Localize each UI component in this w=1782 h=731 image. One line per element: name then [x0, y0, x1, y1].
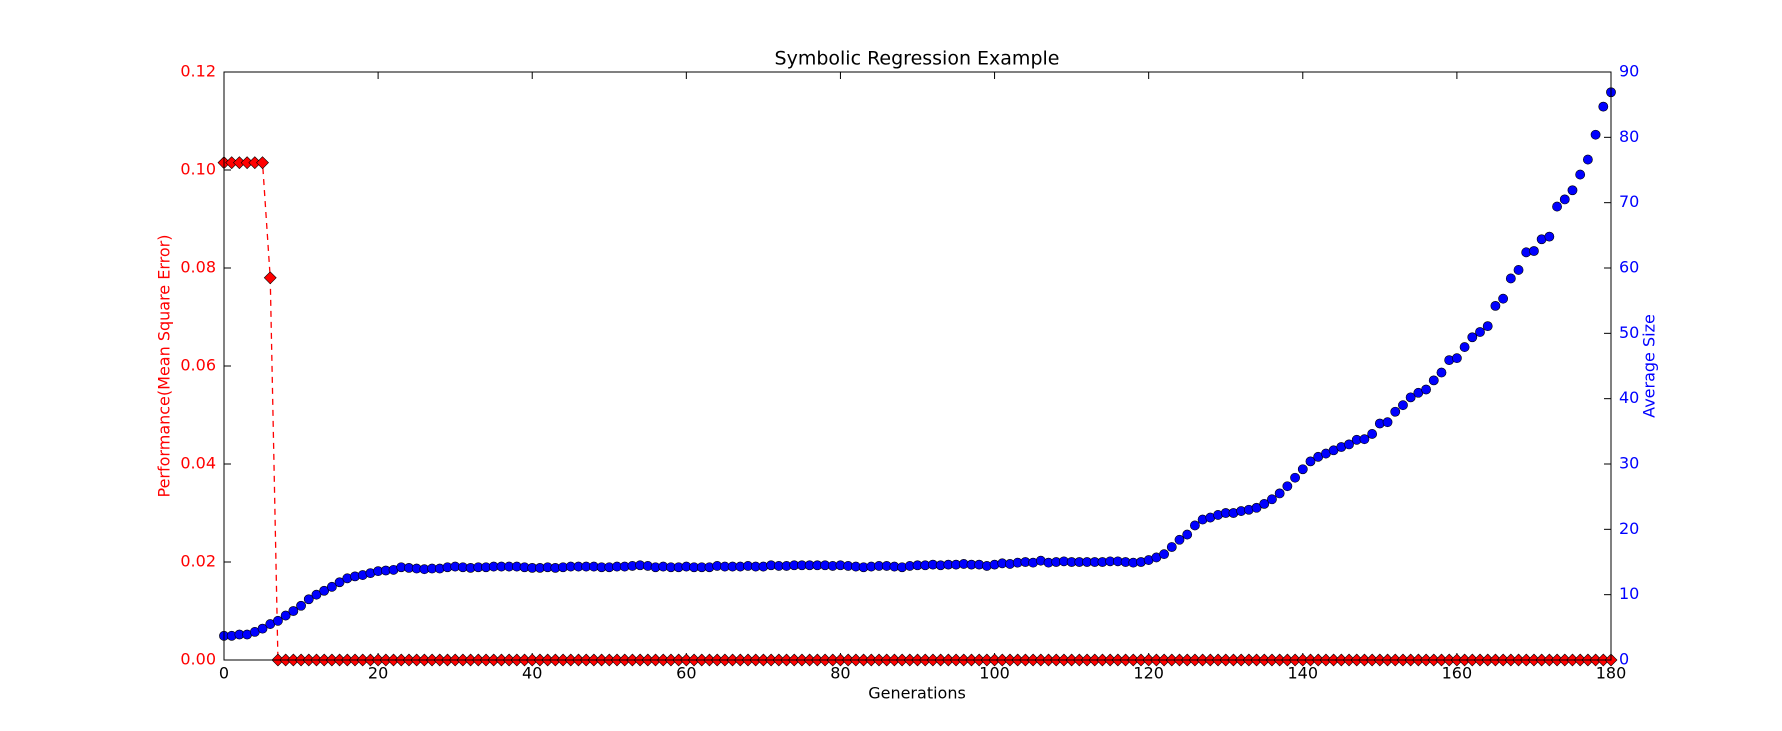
data-point	[257, 623, 268, 634]
data-point	[1367, 429, 1378, 439]
data-point	[1382, 417, 1393, 428]
data-point	[1436, 367, 1447, 378]
y2-tick-label: 80	[1619, 127, 1639, 146]
data-point	[1267, 494, 1277, 505]
data-point	[1159, 549, 1169, 560]
data-point	[1290, 472, 1300, 483]
data-point	[1190, 520, 1200, 531]
data-point	[1421, 384, 1431, 395]
data-point	[1459, 342, 1470, 352]
x-tick-label: 40	[522, 664, 542, 683]
data-point	[1305, 456, 1316, 467]
y-tick-label: 0.02	[180, 552, 216, 571]
data-point	[1451, 353, 1462, 364]
x-tick-label: 80	[830, 664, 850, 683]
data-point	[1475, 327, 1485, 337]
data-point	[288, 606, 299, 616]
x-tick-label: 100	[979, 664, 1010, 683]
data-point	[1513, 265, 1524, 275]
data-point	[326, 581, 337, 592]
data-point	[1259, 498, 1270, 509]
data-point	[311, 589, 322, 600]
y2-tick-label: 70	[1619, 192, 1639, 211]
data-point	[1182, 529, 1193, 540]
y-tick-label: 0.12	[180, 62, 216, 81]
y-tick-label: 0.10	[180, 160, 216, 179]
y2-tick-label: 30	[1619, 454, 1639, 473]
y2-axis-label: Average Size	[1640, 314, 1659, 418]
data-point	[1582, 154, 1593, 165]
y-tick-label: 0.06	[180, 356, 216, 375]
data-point	[303, 594, 314, 605]
data-point	[1297, 464, 1308, 475]
data-point	[1590, 129, 1601, 140]
data-point	[1359, 434, 1370, 445]
data-point	[1282, 481, 1293, 492]
data-point	[1529, 246, 1539, 256]
data-point	[319, 585, 330, 596]
series-line	[224, 162, 1611, 661]
data-point	[1482, 321, 1493, 332]
data-point	[1544, 231, 1555, 242]
plot-frame	[223, 71, 1612, 661]
x-tick-label: 160	[1442, 664, 1473, 683]
data-point	[1428, 375, 1439, 386]
y-tick-label: 0.00	[180, 650, 216, 669]
x-tick-label: 60	[676, 664, 696, 683]
x-tick-label: 120	[1133, 664, 1164, 683]
data-point	[1498, 293, 1509, 304]
x-tick-label: 0	[219, 664, 229, 683]
y-axis-label: Performance(Mean Square Error)	[155, 235, 174, 498]
y2-tick-label: 90	[1619, 62, 1639, 81]
data-point	[1559, 194, 1570, 205]
data-point	[1274, 488, 1285, 499]
y-tick-label: 0.08	[180, 258, 216, 277]
data-point	[1344, 439, 1354, 450]
data-point	[256, 156, 269, 170]
x-tick-label: 180	[1596, 664, 1627, 683]
y2-tick-label: 60	[1619, 258, 1639, 277]
data-point	[273, 615, 283, 626]
data-point	[1490, 300, 1501, 311]
data-point	[1398, 400, 1408, 411]
x-tick-label: 20	[368, 664, 388, 683]
data-point	[1467, 332, 1478, 343]
data-point	[1174, 534, 1185, 545]
data-point	[1598, 101, 1609, 112]
data-point	[1567, 185, 1578, 196]
x-tick-label: 140	[1288, 664, 1319, 683]
data-point	[1575, 169, 1586, 180]
data-point	[1390, 406, 1401, 417]
data-point	[280, 610, 291, 621]
y2-tick-label: 20	[1619, 519, 1639, 538]
x-axis-label: Generations	[868, 684, 966, 703]
data-point	[334, 577, 345, 588]
data-point	[1505, 273, 1516, 284]
data-point	[1405, 392, 1416, 403]
data-point	[1251, 502, 1262, 513]
y2-tick-label: 50	[1619, 323, 1639, 342]
data-point	[1166, 542, 1177, 552]
chart-title: Symbolic Regression Example	[775, 48, 1060, 70]
data-point	[296, 600, 306, 611]
y2-tick-label: 0	[1619, 650, 1629, 669]
y2-tick-label: 40	[1619, 388, 1639, 407]
y2-tick-label: 10	[1619, 584, 1639, 603]
data-point	[1552, 201, 1562, 212]
y-tick-label: 0.04	[180, 454, 216, 473]
data-point	[263, 271, 277, 285]
